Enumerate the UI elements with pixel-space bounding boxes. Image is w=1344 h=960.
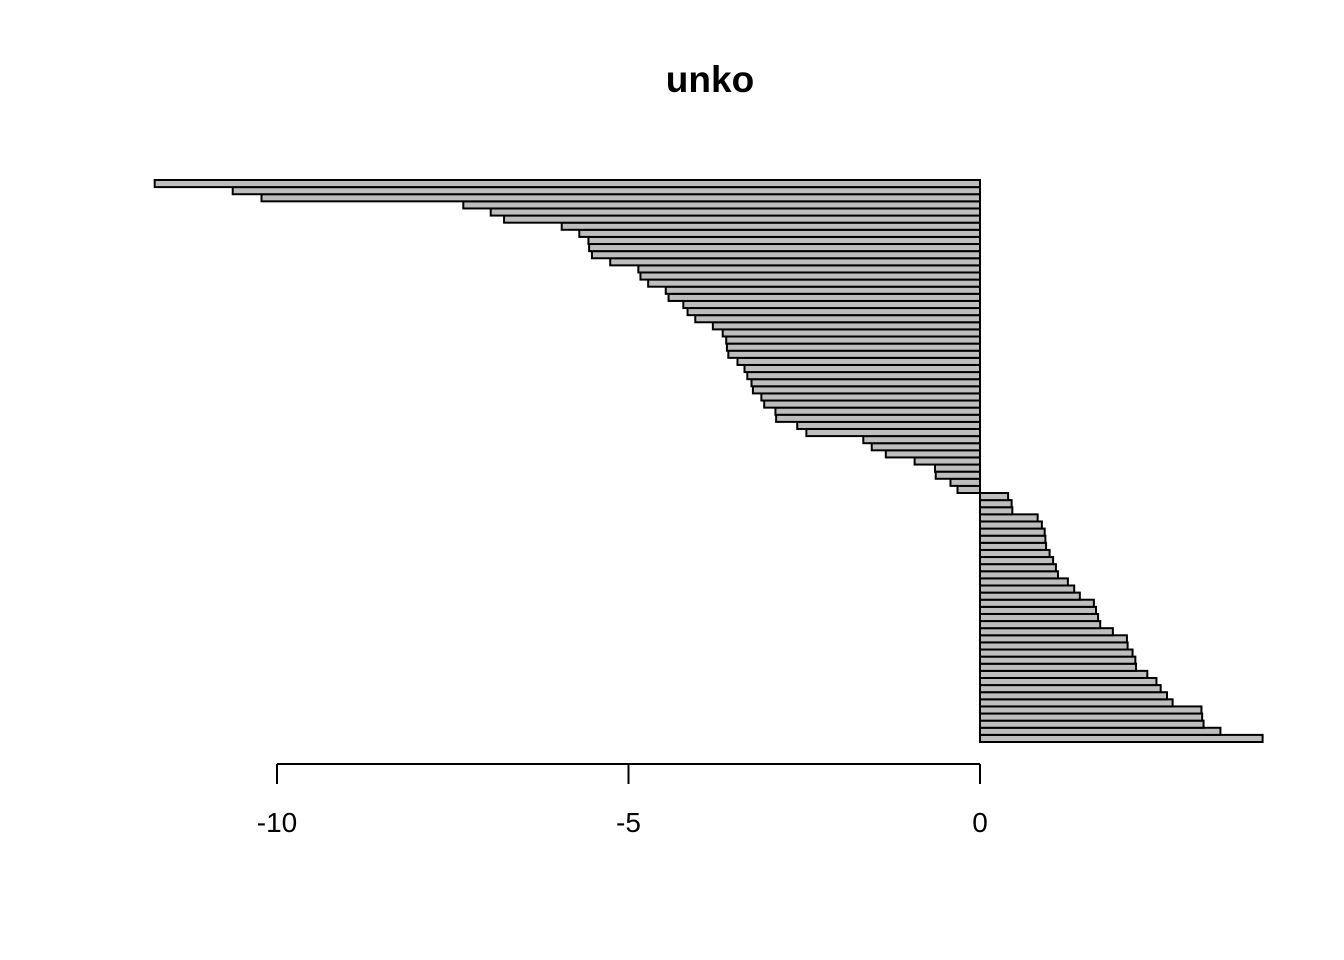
bar: [725, 342, 981, 352]
bar: [462, 200, 981, 210]
bar: [979, 733, 1264, 744]
bar: [870, 442, 981, 452]
bar: [979, 719, 1205, 729]
bar: [743, 363, 981, 374]
bar: [231, 186, 981, 196]
bar: [979, 620, 1102, 630]
bar: [590, 250, 981, 260]
bar: [725, 335, 981, 345]
bar: [934, 470, 982, 480]
bar: [805, 427, 981, 438]
bar: [979, 577, 1069, 587]
bar: [979, 669, 1149, 679]
bar: [979, 563, 1057, 573]
bar: [796, 420, 981, 430]
x-tick-label: -5: [616, 807, 641, 838]
bar: [686, 307, 981, 317]
bar: [774, 406, 981, 416]
bar: [979, 698, 1174, 708]
bar: [979, 612, 1100, 623]
bar: [949, 477, 981, 487]
bar: [979, 541, 1048, 551]
bar: [979, 627, 1114, 637]
bar: [750, 378, 982, 388]
bar: [979, 726, 1222, 736]
bar: [979, 534, 1047, 544]
x-axis: -10 -5 0: [257, 763, 988, 838]
bar: [979, 641, 1129, 651]
bar: [694, 314, 981, 324]
bar: [979, 712, 1204, 722]
bar: [746, 371, 981, 381]
bar: [979, 570, 1060, 580]
bar: [609, 257, 981, 267]
bar: [639, 271, 981, 281]
bar: [934, 463, 982, 473]
bar: [979, 684, 1162, 694]
x-tick-label: 0: [972, 807, 988, 838]
bar: [979, 691, 1168, 701]
bar: [664, 285, 981, 295]
bar: [979, 513, 1039, 523]
bar: [979, 584, 1076, 594]
bar: [560, 221, 981, 231]
bars-group: [153, 179, 1264, 744]
bar: [979, 598, 1095, 608]
bar: [979, 520, 1043, 530]
bar: [979, 591, 1081, 601]
bar: [979, 634, 1128, 644]
bar: [578, 228, 981, 238]
bar: [736, 356, 981, 366]
bar: [682, 299, 982, 310]
bar: [979, 527, 1046, 537]
bar: [979, 499, 1013, 509]
bar: [503, 214, 981, 224]
bar: [956, 484, 981, 495]
bar: [260, 193, 981, 203]
bar: [979, 605, 1097, 615]
bar: [979, 662, 1138, 672]
bar: [647, 278, 981, 288]
bar: [913, 456, 981, 466]
bar: [862, 435, 981, 445]
bar: [587, 235, 981, 246]
bar: [979, 556, 1055, 566]
bar: [979, 548, 1051, 559]
bar: [979, 492, 1010, 502]
bar: [489, 207, 981, 217]
bar: [979, 655, 1137, 665]
bar: [979, 506, 1014, 516]
chart-title: unko: [666, 59, 754, 100]
bar: [588, 243, 981, 253]
bar: [667, 292, 981, 302]
bar: [153, 179, 981, 189]
bar: [727, 349, 982, 359]
bar: [979, 705, 1203, 715]
bar: [979, 676, 1158, 687]
bar: [775, 413, 981, 423]
bar: [760, 392, 981, 402]
bar: [751, 385, 981, 395]
bar: [884, 449, 981, 459]
bar: [979, 648, 1134, 658]
bar: [763, 399, 981, 409]
x-tick-label: -10: [257, 807, 297, 838]
bar: [721, 328, 981, 338]
bar: [711, 321, 981, 331]
bar: [637, 264, 982, 274]
